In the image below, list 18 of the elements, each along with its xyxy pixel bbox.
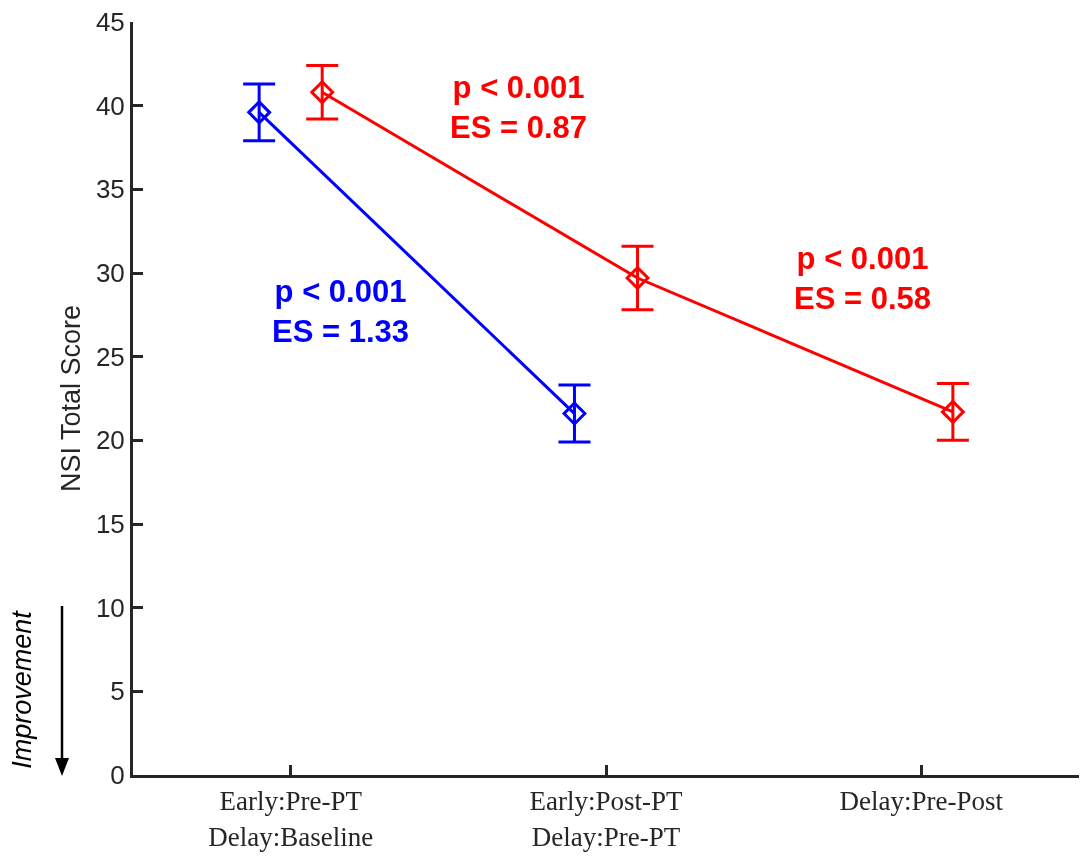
y-tick-label: 10 <box>95 592 125 623</box>
y-tick-label: 45 <box>95 7 125 38</box>
y-tick-label: 20 <box>95 425 125 456</box>
annotation: p < 0.001 ES = 0.87 <box>450 70 588 146</box>
y-tick-label: 25 <box>95 341 125 372</box>
y-tick-label: 30 <box>95 258 125 289</box>
annotation: p < 0.001 ES = 1.33 <box>272 274 410 350</box>
text: Improvement <box>6 611 38 769</box>
y-tick-label: 15 <box>95 509 125 540</box>
y-axis-title: NSI Total Score <box>55 304 86 493</box>
annotation: p < 0.001 ES = 0.58 <box>794 241 932 317</box>
y-tick-label: 0 <box>110 760 125 791</box>
x-tick-label: Early:Post-PT Delay:Pre-PT <box>529 786 683 852</box>
y-tick-label: 35 <box>95 174 125 205</box>
x-tick-label: Early:Pre-PT Delay:Baseline <box>208 786 374 852</box>
y-tick-label: 40 <box>95 90 125 121</box>
y-tick-label: 5 <box>110 676 125 707</box>
x-tick-label: Delay:Pre-Post <box>839 786 1004 817</box>
